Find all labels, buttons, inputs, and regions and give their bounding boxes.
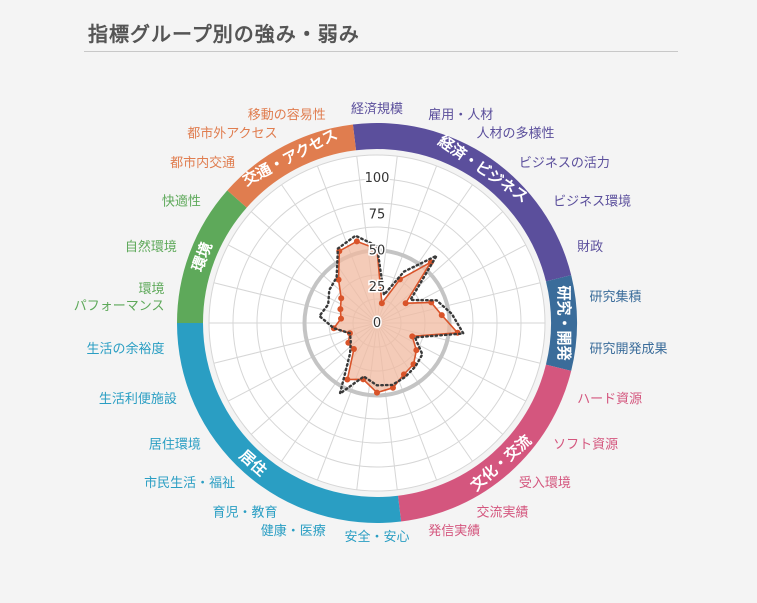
axis-category-label: 安全・安心 <box>344 529 409 545</box>
category-label-layer: 経済規模 雇用・人材人材の多様性ビジネスの活力ビジネス環境財政研究集積研究開発成果… <box>74 101 668 545</box>
series-point <box>338 315 345 322</box>
series-point <box>353 238 360 245</box>
series-point <box>438 312 445 319</box>
group-ring-segment <box>352 123 572 282</box>
grid-ring <box>280 226 474 420</box>
axis-category-label: 雇用・人材 <box>428 107 493 123</box>
axis-category-label: 都市内交通 <box>170 155 235 171</box>
tick-label: 50 <box>369 244 386 259</box>
axis-category-label: 都市外アクセス <box>187 126 277 142</box>
series-point <box>338 295 345 302</box>
series-point <box>378 300 385 307</box>
axis-category-label: 自然環境 <box>125 239 177 255</box>
axis-category-label: 居住環境 <box>149 438 201 453</box>
group-ring-layer <box>177 123 577 523</box>
series-point <box>374 389 380 396</box>
series-line <box>317 234 466 397</box>
group-ring-segment <box>177 190 247 323</box>
series-point <box>402 300 409 307</box>
axis-category-label: 発信実績 <box>428 523 480 539</box>
series-point <box>400 371 407 378</box>
title-divider <box>84 51 678 52</box>
axis-category-label: 健康・医療 <box>261 523 326 539</box>
group-ring-segment <box>397 364 572 522</box>
axis-category-label: 人材の多様性 <box>476 126 554 142</box>
axis-category-label: 研究集積 <box>589 289 641 305</box>
tick-label: 100 <box>365 171 390 186</box>
tick-label: 75 <box>369 207 386 222</box>
series-point <box>335 276 342 283</box>
axis-category-label: ビジネスの活力 <box>519 156 610 171</box>
axis-category-label: ハード資源 <box>577 392 642 407</box>
axis-category-label: 受入環境 <box>519 476 571 491</box>
chart-title: 指標グループ別の強み・弱み <box>88 22 360 46</box>
series-point <box>350 346 357 353</box>
axis-category-label: 市民生活・福祉 <box>144 475 235 491</box>
axis-category-label: 環境パフォーマンス <box>74 282 165 314</box>
grid-ring <box>232 178 522 468</box>
axis-category-label: 快適性 <box>162 193 201 209</box>
group-ring-segment <box>177 323 402 523</box>
grid-ring <box>208 154 546 492</box>
group-ring-segment <box>545 275 577 371</box>
group-ring-label: 研究・開発 <box>555 285 573 361</box>
series-point <box>337 306 344 313</box>
series-point <box>410 361 417 368</box>
axis-category-label: 生活利便施設 <box>99 391 177 407</box>
axis-category-label: ソフト資源 <box>553 438 618 453</box>
series-layer <box>317 234 466 397</box>
tick-label: 0 <box>373 316 381 331</box>
axis-category-label: 移動の容易性 <box>248 107 326 123</box>
axis-category-label: 育児・教育 <box>213 504 278 520</box>
group-ring-label: 環境 <box>188 239 215 273</box>
group-ring-segment <box>227 124 357 208</box>
grid-ring <box>256 202 498 444</box>
axis-category-label: 交流実績 <box>476 504 528 520</box>
series-point <box>344 376 351 383</box>
axis-category-label: 研究開発成果 <box>589 342 667 357</box>
axis-category-label: 生活の余裕度 <box>87 341 165 357</box>
tick-label-layer: 0 25 50 75 100 <box>363 170 391 333</box>
series-point <box>413 347 420 354</box>
axis-category-label: 経済規模 <box>351 101 403 117</box>
series-point <box>409 333 416 340</box>
series-point <box>389 384 396 391</box>
axis-category-label: ビジネス環境 <box>553 194 631 209</box>
axis-category-label: 財政 <box>577 240 603 255</box>
tick-label: 25 <box>369 280 386 295</box>
